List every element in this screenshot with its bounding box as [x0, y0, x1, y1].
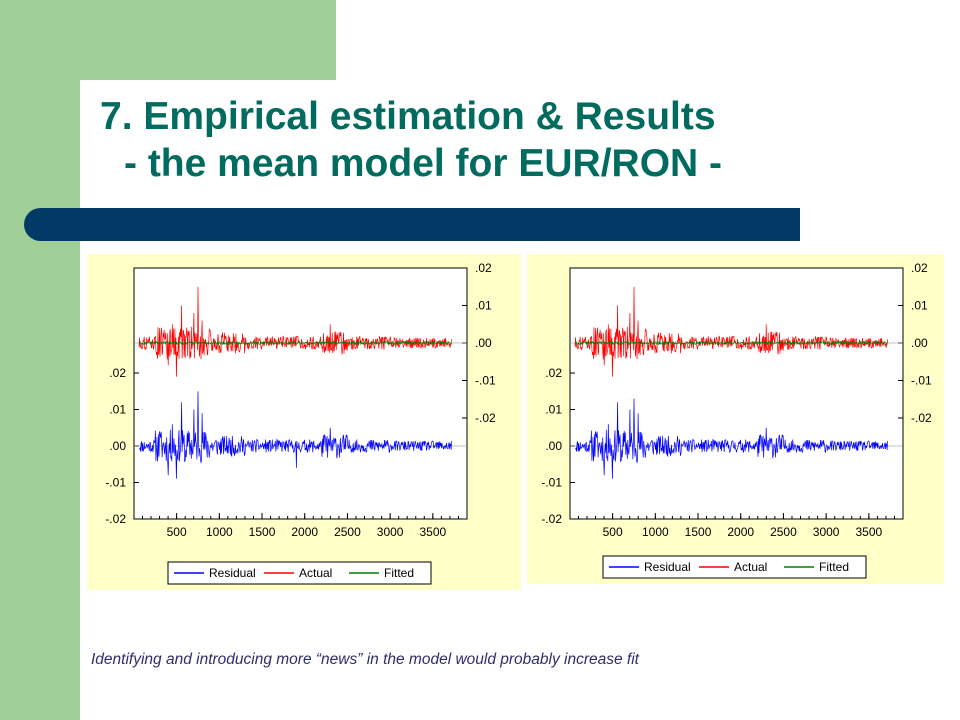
left-tick-label: .00 — [109, 439, 126, 453]
slide-title: 7. Empirical estimation & Results - the … — [100, 95, 723, 186]
right-tick-label: -.02 — [475, 411, 496, 425]
right-tick-label: -.01 — [911, 374, 932, 388]
x-tick-label: 2000 — [291, 525, 318, 539]
right-tick-label: .01 — [911, 299, 928, 313]
left-tick-label: .02 — [109, 366, 126, 380]
slide-title-line2: - the mean model for EUR/RON - — [124, 141, 723, 185]
right-tick-label: .01 — [475, 299, 492, 313]
x-tick-label: 2500 — [770, 525, 797, 539]
legend-label-residual: Residual — [209, 566, 256, 580]
x-tick-label: 1000 — [206, 525, 233, 539]
x-tick-label: 500 — [167, 525, 187, 539]
left-tick-label: -.02 — [541, 512, 562, 526]
x-tick-label: 3500 — [419, 525, 446, 539]
x-tick-label: 3500 — [855, 525, 882, 539]
title-divider-bar — [24, 208, 800, 241]
series-fitted-line — [574, 340, 888, 346]
x-tick-label: 1500 — [249, 525, 276, 539]
chart-panel-left: 500 1000 1500 2000 2500 3000 3500 .02 .01 .00 -.01… — [87, 254, 521, 590]
series-fitted-line — [138, 340, 452, 346]
left-tick-label: -.01 — [541, 476, 562, 490]
series-actual-line — [574, 286, 888, 377]
right-tick-label: -.01 — [475, 374, 496, 388]
legend-box — [167, 561, 432, 585]
right-tick-label: .02 — [911, 261, 928, 275]
legend-label-residual: Residual — [644, 560, 691, 574]
x-tick-label: 1500 — [685, 525, 712, 539]
right-tick-label: .02 — [475, 261, 492, 275]
left-tick-label: -.01 — [105, 476, 126, 490]
chart-right: 500 1000 1500 2000 2500 3000 3500 .02 .01 .00 -.01… — [541, 261, 932, 579]
left-tick-label: .02 — [545, 366, 562, 380]
left-tick-label: -.02 — [105, 512, 126, 526]
series-residual-line — [138, 391, 452, 479]
legend-label-actual: Actual — [734, 560, 767, 574]
background-green-band-left — [0, 0, 80, 720]
series-actual-line — [138, 286, 452, 377]
left-tick-label: .01 — [109, 403, 126, 417]
legend-label-fitted: Fitted — [384, 566, 414, 580]
x-tick-label: 3000 — [813, 525, 840, 539]
chart-left: 500 1000 1500 2000 2500 3000 3500 .02 .01 .00 -.01… — [105, 261, 496, 585]
plot-frame — [133, 267, 468, 520]
x-tick-label: 500 — [603, 525, 623, 539]
legend-label-actual: Actual — [299, 566, 332, 580]
footnote-text: Identifying and introducing more “news” … — [91, 651, 639, 668]
x-tick-label: 1000 — [642, 525, 669, 539]
right-tick-label: .00 — [911, 336, 928, 350]
x-tick-label: 3000 — [377, 525, 404, 539]
chart-panel-right: 500 1000 1500 2000 2500 3000 3500 .02 .01 .00 -.01… — [527, 254, 944, 584]
legend-box — [602, 555, 867, 579]
left-tick-label: .00 — [545, 439, 562, 453]
plot-frame — [569, 267, 904, 520]
series-residual-line — [574, 398, 888, 479]
left-tick-label: .01 — [545, 403, 562, 417]
right-tick-label: -.02 — [911, 411, 932, 425]
x-tick-label: 2500 — [334, 525, 361, 539]
legend-label-fitted: Fitted — [819, 560, 849, 574]
right-tick-label: .00 — [475, 336, 492, 350]
x-tick-label: 2000 — [727, 525, 754, 539]
slide-title-line1: 7. Empirical estimation & Results — [100, 95, 716, 138]
